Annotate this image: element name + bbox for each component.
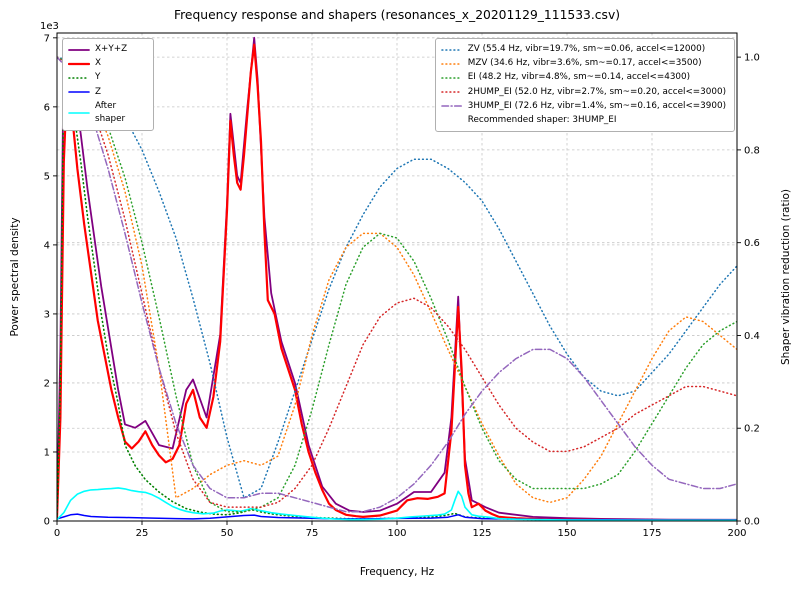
legend-item-3hump-ei: 3HUMP_EI (72.6 Hz, vibr=1.4%, sm~=0.16, …: [440, 100, 726, 113]
x-tick-label: 200: [727, 528, 746, 539]
legend-line-sample: [68, 48, 90, 51]
series-zv: [57, 56, 737, 499]
legend-label: ZV (55.4 Hz, vibr=19.7%, sm~=0.06, accel…: [467, 44, 706, 54]
legend-line-sample: [68, 112, 90, 114]
y-left-tick-label: 0: [44, 517, 50, 528]
legend-label: Y: [95, 72, 101, 83]
series-x: [57, 43, 737, 521]
x-tick-label: 175: [642, 528, 661, 539]
y-left-tick-label: 2: [44, 378, 50, 389]
y-right-tick-label: 0.6: [744, 238, 760, 249]
legend-label: 2HUMP_EI (52.0 Hz, vibr=2.7%, sm~=0.20, …: [467, 86, 726, 97]
legend-label: 3HUMP_EI (72.6 Hz, vibr=1.4%, sm~=0.16, …: [467, 100, 726, 111]
legend-line-sample: [440, 77, 463, 79]
x-tick-label: 75: [306, 528, 319, 539]
legend-label: After shaper: [95, 100, 126, 124]
series-after-shaper: [57, 487, 737, 521]
x-tick-label: 0: [54, 528, 60, 539]
legend-item-mzv: MZV (34.6 Hz, vibr=3.6%, sm~=0.17, accel…: [440, 57, 726, 70]
y-left-tick-label: 6: [44, 102, 50, 113]
x-tick-label: 150: [557, 528, 576, 539]
x-tick-label: 25: [136, 528, 149, 539]
y-left-tick-label: 3: [44, 309, 50, 320]
x-axis-label: Frequency, Hz: [359, 566, 435, 578]
series-2hump-ei: [57, 56, 737, 508]
legend-item-zv: ZV (55.4 Hz, vibr=19.7%, sm~=0.06, accel…: [440, 43, 726, 56]
legend-label-recommended: Recommended shaper: 3HUMP_EI: [467, 114, 617, 125]
y-right-tick-label: 1.0: [744, 53, 760, 64]
y-left-tick-label: 5: [44, 171, 50, 182]
legend-label: X: [95, 58, 102, 69]
x-tick-label: 100: [387, 528, 406, 539]
legend-label: EI (48.2 Hz, vibr=4.8%, sm~=0.14, accel<…: [467, 72, 691, 83]
x-tick-label: 125: [472, 528, 491, 539]
legend-line-sample: [440, 48, 463, 51]
legend-item-after-shaper: After shaper: [68, 100, 145, 126]
chart-title: Frequency response and shapers (resonanc…: [173, 8, 621, 22]
legend-line-sample: [440, 62, 463, 65]
legend-line-sample: [440, 91, 463, 93]
y-right-tick-label: 0.2: [744, 424, 760, 435]
y-left-tick-label: 4: [44, 240, 50, 251]
legend-label: MZV (34.6 Hz, vibr=3.6%, sm~=0.17, accel…: [467, 58, 702, 69]
legend-line-sample: [68, 91, 90, 93]
legend-line-sample: [68, 77, 90, 79]
legend-item-ei: EI (48.2 Hz, vibr=4.8%, sm~=0.14, accel<…: [440, 71, 726, 84]
legend-item-y: Y: [68, 71, 145, 84]
series-z: [57, 513, 737, 521]
series-mzv: [57, 56, 737, 504]
y-left-tick-label: 1: [44, 447, 50, 458]
series-ei: [57, 56, 737, 513]
y-left-tick-label: 7: [44, 33, 50, 44]
legend-label: Z: [95, 86, 102, 97]
legend-item-2hump-ei: 2HUMP_EI (52.0 Hz, vibr=2.7%, sm~=0.20, …: [440, 86, 726, 99]
legend-item-recommended-shaper: Recommended shaper: 3HUMP_EI: [441, 114, 726, 127]
y-right-tick-label: 0.4: [744, 331, 760, 342]
y-right-tick-label: 0.8: [744, 145, 760, 156]
y-right-axis-label: Shaper vibration reduction (ratio): [780, 188, 792, 366]
y-left-axis-label: Power spectral density: [9, 217, 21, 337]
legend-shapers: ZV (55.4 Hz, vibr=19.7%, sm~=0.06, accel…: [434, 38, 735, 133]
legend-item-x: X: [68, 57, 145, 70]
legend-psd: X+Y+Z X Y Z After shaper: [62, 38, 154, 132]
legend-item-x-y-z: X+Y+Z: [68, 43, 145, 56]
legend-line-sample: [440, 105, 463, 108]
y-right-tick-label: 0.0: [744, 517, 760, 528]
series-3hump-ei: [57, 56, 737, 513]
legend-label: X+Y+Z: [95, 44, 128, 54]
y-left-offset-label: 1e3: [40, 21, 59, 32]
x-tick-label: 50: [221, 528, 234, 539]
legend-item-z: Z: [68, 86, 145, 99]
legend-line-sample: [68, 62, 90, 65]
